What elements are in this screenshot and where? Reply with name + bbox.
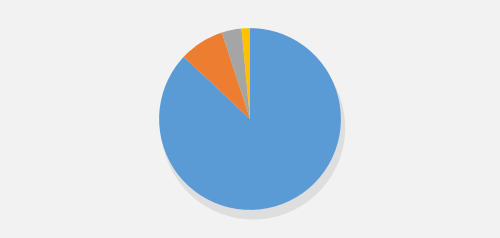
Wedge shape [159, 28, 341, 210]
Ellipse shape [162, 36, 345, 219]
Wedge shape [222, 29, 250, 119]
Wedge shape [184, 33, 250, 119]
Wedge shape [242, 28, 250, 119]
